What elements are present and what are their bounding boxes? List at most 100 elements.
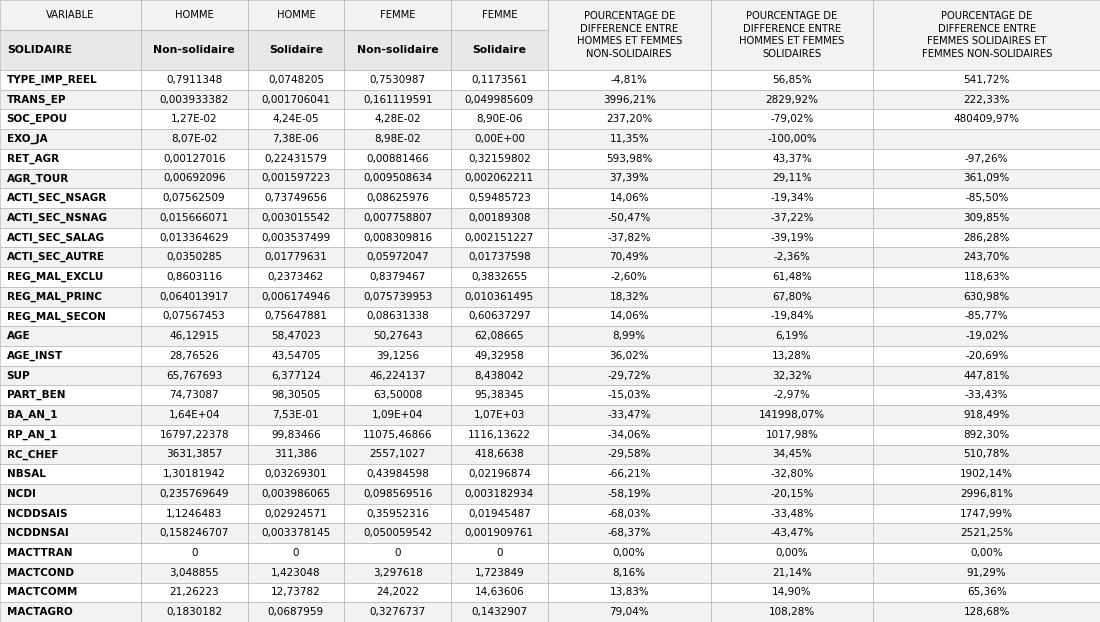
Bar bbox=[141, 583, 248, 602]
Text: 1116,13622: 1116,13622 bbox=[468, 430, 531, 440]
Bar bbox=[711, 0, 873, 70]
Text: 12,73782: 12,73782 bbox=[271, 587, 321, 597]
Text: 892,30%: 892,30% bbox=[964, 430, 1010, 440]
Text: RP_AN_1: RP_AN_1 bbox=[7, 430, 57, 440]
Text: -37,82%: -37,82% bbox=[607, 233, 651, 243]
Bar bbox=[548, 543, 711, 563]
Bar bbox=[0, 366, 141, 386]
Bar bbox=[451, 524, 548, 543]
Text: 0,010361495: 0,010361495 bbox=[465, 292, 534, 302]
Bar bbox=[873, 346, 1100, 366]
Text: 0,07567453: 0,07567453 bbox=[163, 312, 225, 322]
Bar bbox=[711, 149, 873, 169]
Text: 0,00127016: 0,00127016 bbox=[163, 154, 225, 164]
Text: 79,04%: 79,04% bbox=[609, 607, 649, 617]
Text: 510,78%: 510,78% bbox=[964, 450, 1010, 460]
Text: 1,1246483: 1,1246483 bbox=[166, 509, 222, 519]
Text: 61,48%: 61,48% bbox=[772, 272, 812, 282]
Bar bbox=[248, 70, 344, 90]
Bar bbox=[873, 366, 1100, 386]
Bar bbox=[141, 464, 248, 484]
Text: 0,1173561: 0,1173561 bbox=[471, 75, 528, 85]
Bar bbox=[0, 583, 141, 602]
Bar bbox=[873, 405, 1100, 425]
Bar bbox=[248, 30, 344, 70]
Bar bbox=[0, 425, 141, 445]
Bar bbox=[451, 307, 548, 327]
Bar bbox=[711, 602, 873, 622]
Bar bbox=[141, 30, 248, 70]
Bar bbox=[344, 267, 451, 287]
Text: 0,0350285: 0,0350285 bbox=[166, 253, 222, 262]
Bar bbox=[141, 149, 248, 169]
Bar bbox=[0, 109, 141, 129]
Bar bbox=[248, 346, 344, 366]
Text: SUP: SUP bbox=[7, 371, 30, 381]
Bar bbox=[711, 563, 873, 583]
Bar bbox=[344, 602, 451, 622]
Text: 14,06%: 14,06% bbox=[609, 312, 649, 322]
Text: 58,47023: 58,47023 bbox=[271, 331, 321, 341]
Text: AGR_TOUR: AGR_TOUR bbox=[7, 174, 69, 183]
Text: 0,1830182: 0,1830182 bbox=[166, 607, 222, 617]
Bar bbox=[0, 524, 141, 543]
Text: 6,19%: 6,19% bbox=[776, 331, 808, 341]
Text: 1902,14%: 1902,14% bbox=[960, 469, 1013, 479]
Bar bbox=[548, 0, 711, 70]
Text: MACTCOMM: MACTCOMM bbox=[7, 587, 77, 597]
Bar bbox=[451, 405, 548, 425]
Bar bbox=[548, 307, 711, 327]
Bar bbox=[451, 484, 548, 504]
Text: 418,6638: 418,6638 bbox=[474, 450, 525, 460]
Bar bbox=[141, 208, 248, 228]
Bar bbox=[451, 563, 548, 583]
Bar bbox=[0, 169, 141, 188]
Bar bbox=[548, 109, 711, 129]
Text: ACTI_SEC_AUTRE: ACTI_SEC_AUTRE bbox=[7, 252, 104, 262]
Text: 0,08625976: 0,08625976 bbox=[366, 193, 429, 203]
Text: 70,49%: 70,49% bbox=[609, 253, 649, 262]
Bar bbox=[141, 307, 248, 327]
Bar bbox=[451, 248, 548, 267]
Text: 0,008309816: 0,008309816 bbox=[363, 233, 432, 243]
Bar bbox=[451, 208, 548, 228]
Bar bbox=[548, 248, 711, 267]
Bar bbox=[344, 208, 451, 228]
Text: 65,767693: 65,767693 bbox=[166, 371, 222, 381]
Text: 50,27643: 50,27643 bbox=[373, 331, 422, 341]
Bar bbox=[248, 327, 344, 346]
Text: -33,43%: -33,43% bbox=[965, 390, 1009, 401]
Text: 541,72%: 541,72% bbox=[964, 75, 1010, 85]
Text: -39,19%: -39,19% bbox=[770, 233, 814, 243]
Bar bbox=[344, 464, 451, 484]
Text: REG_MAL_PRINC: REG_MAL_PRINC bbox=[7, 292, 101, 302]
Text: 1,30181942: 1,30181942 bbox=[163, 469, 225, 479]
Text: 0,001597223: 0,001597223 bbox=[262, 174, 330, 183]
Bar bbox=[451, 504, 548, 524]
Bar bbox=[141, 267, 248, 287]
Text: 0,158246707: 0,158246707 bbox=[160, 528, 229, 538]
Text: 0,01737598: 0,01737598 bbox=[468, 253, 531, 262]
Text: ACTI_SEC_NSNAG: ACTI_SEC_NSNAG bbox=[7, 213, 108, 223]
Bar bbox=[248, 602, 344, 622]
Bar bbox=[873, 484, 1100, 504]
Bar bbox=[548, 90, 711, 109]
Text: 0: 0 bbox=[191, 548, 197, 558]
Text: POURCENTAGE DE
DIFFERENCE ENTRE
FEMMES SOLIDAIRES ET
FEMMES NON-SOLIDAIRES: POURCENTAGE DE DIFFERENCE ENTRE FEMMES S… bbox=[922, 11, 1052, 58]
Bar bbox=[0, 149, 141, 169]
Bar bbox=[248, 90, 344, 109]
Text: REG_MAL_SECON: REG_MAL_SECON bbox=[7, 311, 106, 322]
Bar bbox=[0, 228, 141, 248]
Bar bbox=[711, 188, 873, 208]
Text: -19,02%: -19,02% bbox=[965, 331, 1009, 341]
Bar bbox=[711, 267, 873, 287]
Text: 0,003986065: 0,003986065 bbox=[262, 489, 330, 499]
Text: FEMME: FEMME bbox=[379, 10, 416, 20]
Bar bbox=[873, 524, 1100, 543]
Text: 32,32%: 32,32% bbox=[772, 371, 812, 381]
Bar bbox=[141, 248, 248, 267]
Text: 0,22431579: 0,22431579 bbox=[264, 154, 328, 164]
Bar bbox=[141, 169, 248, 188]
Text: 0: 0 bbox=[293, 548, 299, 558]
Bar bbox=[711, 248, 873, 267]
